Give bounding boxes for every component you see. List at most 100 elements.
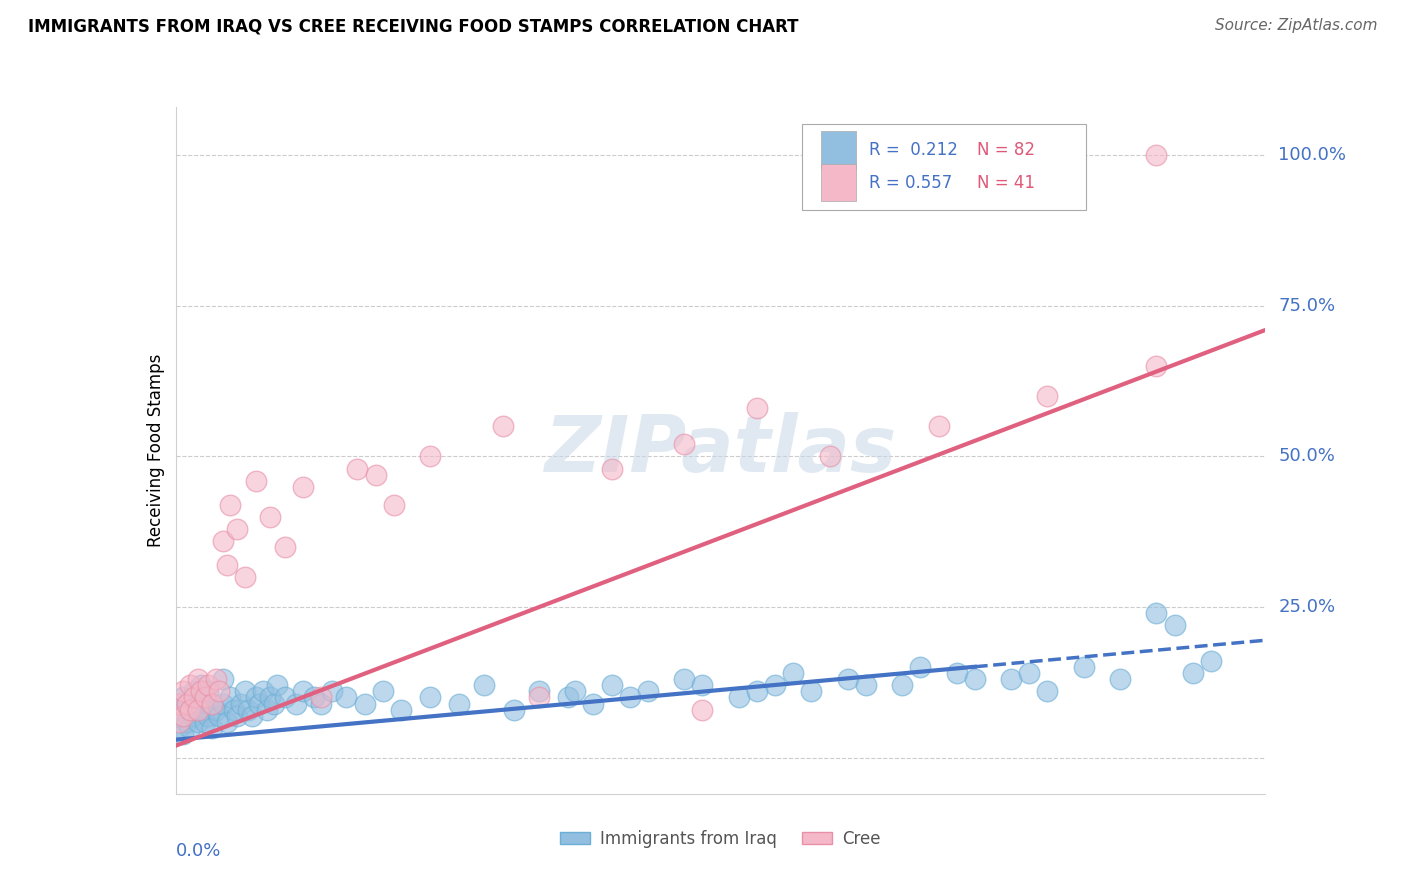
Point: [226, 708, 249, 723]
Point: [302, 690, 325, 705]
Point: [245, 474, 267, 488]
Point: [190, 684, 212, 698]
Point: [172, 684, 194, 698]
FancyBboxPatch shape: [803, 124, 1085, 211]
Point: [284, 697, 307, 711]
Point: [231, 697, 253, 711]
Point: [1146, 606, 1168, 620]
Point: [197, 678, 219, 692]
Text: 50.0%: 50.0%: [1278, 448, 1336, 466]
Point: [238, 702, 260, 716]
Point: [419, 690, 441, 705]
Point: [1109, 673, 1132, 687]
Text: ZIPatlas: ZIPatlas: [544, 412, 897, 489]
Point: [1181, 666, 1204, 681]
Y-axis label: Receiving Food Stamps: Receiving Food Stamps: [146, 354, 165, 547]
Point: [204, 673, 226, 687]
Point: [335, 690, 357, 705]
Bar: [821, 164, 856, 202]
Point: [169, 714, 191, 729]
Point: [201, 697, 224, 711]
Point: [600, 678, 623, 692]
Point: [252, 684, 274, 698]
Point: [619, 690, 641, 705]
Point: [179, 678, 201, 692]
Point: [492, 419, 515, 434]
Point: [353, 697, 375, 711]
Point: [371, 684, 394, 698]
Point: [1163, 618, 1185, 632]
Point: [321, 684, 343, 698]
Point: [1036, 389, 1059, 403]
Text: Source: ZipAtlas.com: Source: ZipAtlas.com: [1215, 18, 1378, 33]
Bar: [821, 131, 856, 169]
Point: [219, 690, 242, 705]
Point: [474, 678, 496, 692]
Point: [1036, 684, 1059, 698]
Point: [1199, 654, 1222, 668]
Point: [364, 467, 387, 482]
Point: [692, 678, 714, 692]
Point: [169, 702, 191, 716]
Point: [447, 697, 470, 711]
Point: [179, 721, 201, 735]
Point: [382, 498, 405, 512]
Point: [172, 726, 194, 740]
Point: [291, 480, 314, 494]
Point: [233, 570, 256, 584]
Point: [763, 678, 786, 692]
Point: [226, 522, 249, 536]
Point: [190, 702, 212, 716]
Point: [183, 684, 205, 698]
Point: [183, 690, 205, 705]
Text: 25.0%: 25.0%: [1278, 599, 1336, 616]
Point: [201, 697, 224, 711]
Point: [274, 540, 297, 554]
Point: [855, 678, 877, 692]
Point: [745, 401, 768, 416]
Point: [179, 702, 201, 716]
Point: [309, 690, 332, 705]
Point: [186, 697, 209, 711]
Point: [219, 498, 242, 512]
Point: [309, 697, 332, 711]
Point: [208, 708, 231, 723]
Point: [172, 708, 194, 723]
Point: [600, 461, 623, 475]
Point: [247, 697, 270, 711]
Text: R = 0.557: R = 0.557: [869, 174, 952, 192]
Point: [891, 678, 914, 692]
Point: [256, 702, 278, 716]
Point: [176, 697, 198, 711]
Point: [212, 673, 235, 687]
Point: [1073, 660, 1095, 674]
Point: [266, 678, 288, 692]
Point: [233, 684, 256, 698]
Point: [745, 684, 768, 698]
Text: N = 82: N = 82: [977, 141, 1035, 160]
Point: [197, 684, 219, 698]
Point: [389, 702, 412, 716]
Point: [194, 690, 217, 705]
Point: [837, 673, 859, 687]
Point: [176, 697, 198, 711]
Point: [183, 708, 205, 723]
Point: [1146, 148, 1168, 162]
Text: 100.0%: 100.0%: [1278, 146, 1347, 164]
Text: R =  0.212: R = 0.212: [869, 141, 957, 160]
Point: [800, 684, 823, 698]
Point: [186, 673, 209, 687]
Legend: Immigrants from Iraq, Cree: Immigrants from Iraq, Cree: [554, 823, 887, 855]
Point: [263, 697, 285, 711]
Point: [673, 673, 696, 687]
Point: [190, 678, 212, 692]
Point: [172, 690, 194, 705]
Point: [557, 690, 579, 705]
Point: [259, 509, 281, 524]
Point: [637, 684, 659, 698]
Point: [197, 708, 219, 723]
Point: [245, 690, 267, 705]
Point: [215, 558, 238, 572]
Point: [673, 437, 696, 451]
Point: [1018, 666, 1040, 681]
